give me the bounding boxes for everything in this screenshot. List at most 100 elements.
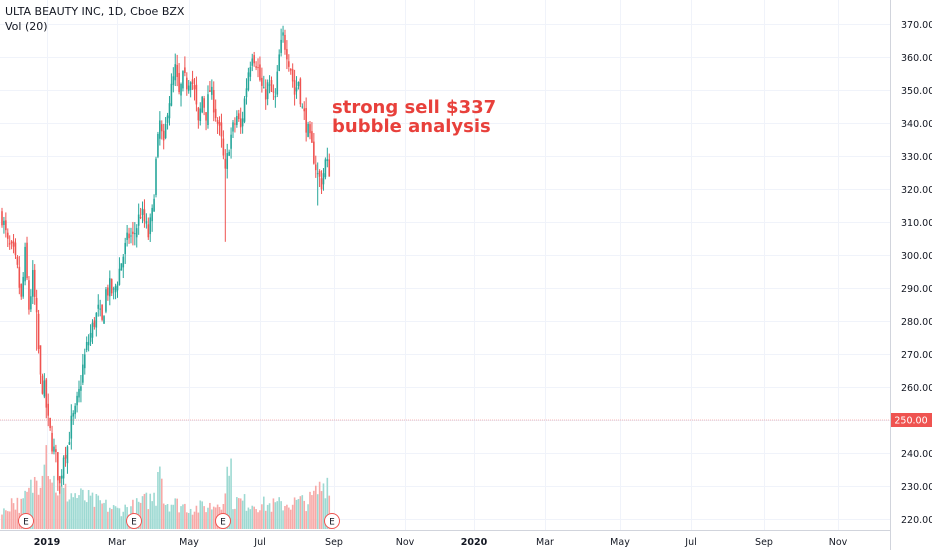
- candle-body: [157, 133, 159, 157]
- candle-body: [243, 98, 246, 122]
- candle-body: [247, 72, 250, 90]
- price-candles: [1, 25, 331, 494]
- candle-body: [320, 178, 323, 190]
- volume-bar: [247, 507, 250, 529]
- volume-bar: [280, 501, 282, 529]
- candle-body: [236, 116, 238, 125]
- volume-bar: [82, 489, 84, 529]
- candle-body: [316, 173, 319, 175]
- candle-body: [135, 228, 138, 238]
- candle-body: [282, 32, 284, 36]
- candle-body: [6, 232, 9, 239]
- volume-bar: [316, 494, 319, 529]
- candle-body: [24, 246, 26, 282]
- candle-body: [5, 220, 7, 231]
- volume-bar: [257, 512, 259, 529]
- volume-bar: [109, 507, 111, 529]
- volume-bar: [58, 485, 61, 529]
- volume-bar: [153, 492, 155, 529]
- volume-bar: [91, 492, 94, 529]
- candle-body: [53, 446, 55, 452]
- candle-body: [266, 82, 269, 100]
- candle-body: [199, 108, 202, 121]
- price-tick-label: 280.00: [901, 317, 932, 328]
- earnings-marker[interactable]: E: [215, 513, 231, 529]
- candle-body: [110, 279, 113, 294]
- candle-body: [82, 364, 84, 383]
- candle-body: [80, 386, 82, 391]
- volume-bar: [28, 487, 30, 529]
- candle-body: [151, 207, 153, 222]
- candle-body: [307, 123, 309, 137]
- price-tick-label: 330.00: [901, 152, 932, 163]
- volume-bar: [237, 498, 240, 529]
- volume-bar: [268, 503, 271, 529]
- price-tick-label: 220.00: [901, 515, 932, 526]
- volume-bar: [24, 490, 26, 529]
- candle-body: [33, 269, 36, 297]
- volume-bar: [326, 477, 329, 529]
- candle-body: [141, 208, 144, 215]
- candle-body: [209, 90, 211, 92]
- time-axis[interactable]: 2019 Mar May Jul Sep Nov 2020 Mar May Jul Sep Nov: [34, 537, 848, 548]
- volume-bar: [168, 511, 171, 529]
- volume-bar: [189, 508, 192, 529]
- symbol-legend[interactable]: ULTA BEAUTY INC, 1D, Cboe BZX: [5, 5, 185, 18]
- candle-body: [234, 123, 236, 125]
- volume-bar: [139, 502, 142, 529]
- candle-body: [295, 87, 298, 92]
- volume-bar: [143, 493, 146, 529]
- chart-legend[interactable]: ULTA BEAUTY INC, 1D, Cboe BZX Vol (20): [5, 4, 184, 34]
- volume-bar: [261, 504, 263, 529]
- volume-bar: [301, 495, 304, 529]
- volume-bar: [145, 492, 148, 529]
- candle-body: [68, 442, 71, 445]
- candle-body: [211, 86, 213, 95]
- candle-body: [137, 214, 140, 226]
- volume-bar: [236, 497, 238, 529]
- candle-body: [228, 151, 230, 156]
- candle-body: [197, 107, 200, 121]
- candle-body: [193, 85, 196, 90]
- volume-bar: [241, 500, 244, 529]
- candle-body: [280, 39, 282, 53]
- candle-body: [249, 67, 252, 77]
- volume-bar: [32, 492, 34, 529]
- volume-bar: [68, 499, 71, 529]
- earnings-marker[interactable]: E: [18, 513, 34, 529]
- candle-body: [14, 242, 17, 256]
- earnings-marker[interactable]: E: [324, 513, 340, 529]
- volume-bar: [43, 464, 46, 529]
- candle-body: [35, 297, 38, 313]
- candle-body: [251, 58, 254, 66]
- volume-bar: [205, 512, 207, 529]
- volume-bar: [166, 504, 169, 529]
- candle-body: [286, 49, 288, 60]
- candle-body: [128, 233, 130, 239]
- earnings-marker[interactable]: E: [126, 513, 142, 529]
- volume-bar: [176, 498, 178, 529]
- volume-bar: [112, 505, 115, 529]
- volume-legend[interactable]: Vol (20): [5, 20, 48, 33]
- candle-body: [37, 313, 40, 349]
- volume-bar: [307, 504, 309, 529]
- candle-body: [22, 276, 24, 297]
- candle-body: [326, 159, 329, 162]
- price-axis[interactable]: 220.00230.00240.00250.00260.00270.00280.…: [901, 20, 932, 526]
- volume-bar: [37, 494, 40, 529]
- volume-bar: [89, 495, 92, 529]
- candle-body: [226, 153, 229, 169]
- volume-bar: [78, 495, 80, 529]
- volume-bar: [72, 497, 75, 529]
- volume-bar: [178, 512, 180, 529]
- volume-bar: [105, 499, 107, 529]
- candle-body: [322, 173, 325, 185]
- candle-body: [164, 123, 167, 139]
- time-tick-label: Nov: [829, 537, 848, 548]
- candle-body: [70, 415, 73, 439]
- candle-body: [32, 270, 34, 297]
- volume-bar: [291, 504, 294, 529]
